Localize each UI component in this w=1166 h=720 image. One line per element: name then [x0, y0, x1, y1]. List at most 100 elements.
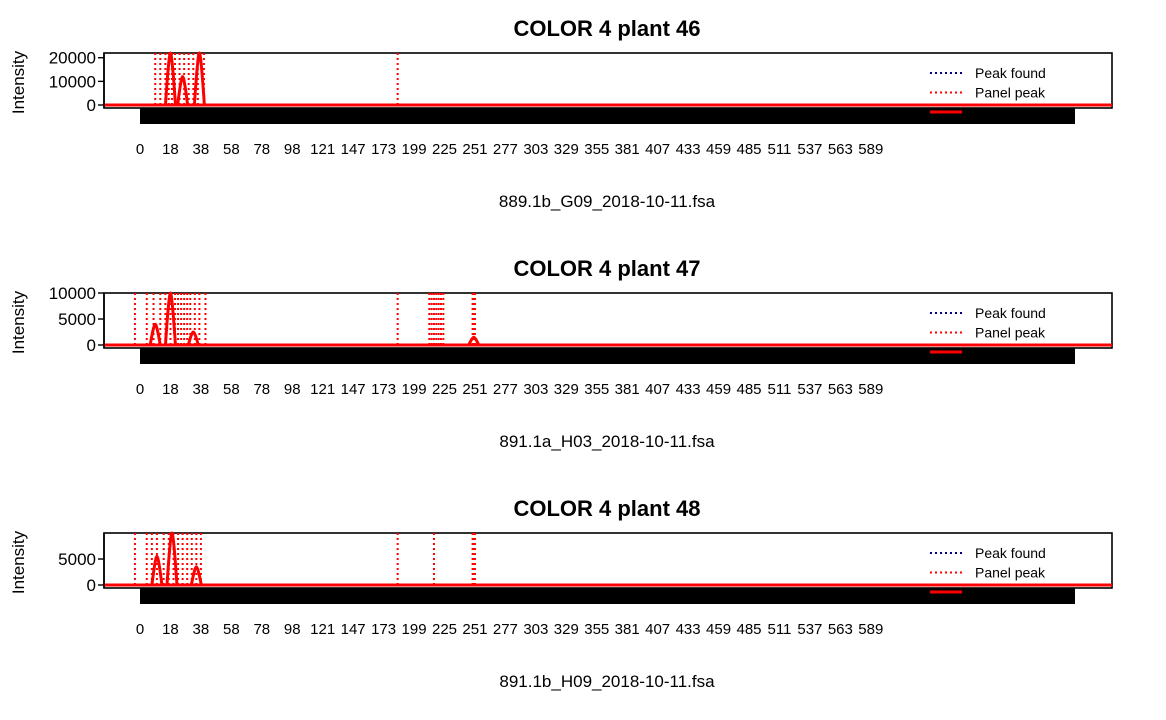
chart-title: COLOR 4 plant 47	[513, 256, 700, 281]
chart-panel-2: COLOR 4 plant 47 0 5000 10000 Intensity 0 18 38…	[9, 256, 1113, 451]
x-tick-label: 381	[615, 381, 640, 398]
legend: Peak found Panel peak	[930, 65, 1046, 114]
signal-peak	[176, 75, 190, 106]
y-axis-label: Intensity	[9, 530, 28, 594]
x-tick-label: 563	[828, 381, 853, 398]
x-tick-label: 251	[462, 381, 487, 398]
x-tick-label: 78	[253, 141, 270, 158]
x-tick-label: 381	[615, 621, 640, 638]
x-tick-label: 225	[432, 621, 457, 638]
x-tick-label: 277	[493, 621, 518, 638]
x-tick-label: 589	[858, 141, 883, 158]
x-tick-label: 407	[645, 381, 670, 398]
y-tick-label: 0	[87, 336, 96, 355]
y-tick-label: 0	[87, 96, 96, 115]
x-tick-label: 251	[462, 621, 487, 638]
x-tick-label: 98	[284, 381, 301, 398]
x-axis-label: 889.1b_G09_2018-10-11.fsa	[499, 192, 716, 211]
legend: Peak found Panel peak	[930, 305, 1046, 354]
x-tick-label: 173	[371, 621, 396, 638]
x-tick-label: 199	[402, 381, 427, 398]
x-tick-label: 121	[310, 381, 335, 398]
x-tick-label: 329	[554, 141, 579, 158]
x-tick-label: 199	[402, 141, 427, 158]
x-tick-label: 251	[462, 141, 487, 158]
signal-peak	[150, 554, 164, 586]
x-tick-label: 225	[432, 141, 457, 158]
x-tick-label: 485	[736, 141, 761, 158]
x-tick-label: 589	[858, 381, 883, 398]
x-tick-label: 407	[645, 621, 670, 638]
x-tick-label: 98	[284, 141, 301, 158]
signal-peak	[186, 330, 200, 346]
y-tick-label: 20000	[49, 49, 96, 68]
signal-peak	[148, 322, 162, 346]
x-tick-label: 173	[371, 141, 396, 158]
legend-label-1: Peak found	[975, 305, 1046, 321]
legend-label-2: Panel peak	[975, 325, 1046, 341]
x-tick-label: 121	[310, 141, 335, 158]
signal-peak	[163, 291, 177, 346]
x-tick-label: 537	[797, 141, 822, 158]
x-tick-label: 329	[554, 381, 579, 398]
x-tick-label: 563	[828, 141, 853, 158]
y-tick-label: 5000	[58, 310, 96, 329]
x-tick-label: 18	[162, 141, 179, 158]
x-tick-label: 303	[523, 141, 548, 158]
x-tick-label: 303	[523, 381, 548, 398]
x-tick-label: 225	[432, 381, 457, 398]
chart-panel-1: COLOR 4 plant 46 0 10000 20000 Intensity 0 18 3…	[9, 16, 1113, 211]
chart-panel-3: COLOR 4 plant 48 0 5000 Intensity 0 18 38 58 78 9…	[9, 496, 1113, 691]
x-tick-label: 147	[341, 141, 366, 158]
x-tick-label: 78	[253, 381, 270, 398]
x-tick-label: 407	[645, 141, 670, 158]
x-tick-label: 355	[584, 381, 609, 398]
x-tick-label: 459	[706, 621, 731, 638]
x-tick-label: 38	[193, 141, 210, 158]
x-tick-label: 18	[162, 621, 179, 638]
x-tick-label: 433	[676, 381, 701, 398]
x-tick-label: 303	[523, 621, 548, 638]
x-tick-label: 78	[253, 621, 270, 638]
x-tick-label: 173	[371, 381, 396, 398]
x-tick-label: 381	[615, 141, 640, 158]
x-tick-label: 537	[797, 381, 822, 398]
x-tick-label: 355	[584, 621, 609, 638]
signal-peak	[467, 335, 481, 346]
rug-band	[140, 108, 1075, 124]
legend-label-1: Peak found	[975, 545, 1046, 561]
x-tick-label: 485	[736, 621, 761, 638]
signal-peak	[192, 51, 206, 106]
x-tick-label: 563	[828, 621, 853, 638]
x-tick-label: 459	[706, 141, 731, 158]
signal-peak	[189, 565, 203, 586]
y-tick-label: 0	[87, 576, 96, 595]
legend-label-2: Panel peak	[975, 565, 1046, 581]
x-axis-label: 891.1b_H09_2018-10-11.fsa	[499, 672, 715, 691]
x-tick-label: 58	[223, 621, 240, 638]
legend-label-2: Panel peak	[975, 85, 1046, 101]
x-tick-label: 38	[193, 621, 210, 638]
y-tick-label: 10000	[49, 284, 96, 303]
x-tick-label: 433	[676, 621, 701, 638]
plot-box	[103, 532, 1113, 589]
signal-peak	[163, 51, 177, 106]
signal-peak	[165, 531, 179, 586]
x-tick-label: 98	[284, 621, 301, 638]
x-axis-label: 891.1a_H03_2018-10-11.fsa	[499, 432, 715, 451]
x-tick-label: 0	[136, 141, 144, 158]
x-tick-label: 589	[858, 621, 883, 638]
y-tick-label: 10000	[49, 72, 96, 91]
x-tick-label: 147	[341, 381, 366, 398]
y-axis-label: Intensity	[9, 290, 28, 354]
x-tick-label: 485	[736, 381, 761, 398]
x-tick-label: 58	[223, 381, 240, 398]
x-tick-label: 459	[706, 381, 731, 398]
rug-band	[140, 588, 1075, 604]
x-tick-label: 329	[554, 621, 579, 638]
x-tick-label: 147	[341, 621, 366, 638]
x-tick-label: 38	[193, 381, 210, 398]
x-tick-label: 277	[493, 381, 518, 398]
x-tick-label: 511	[767, 141, 791, 158]
x-tick-label: 537	[797, 621, 822, 638]
